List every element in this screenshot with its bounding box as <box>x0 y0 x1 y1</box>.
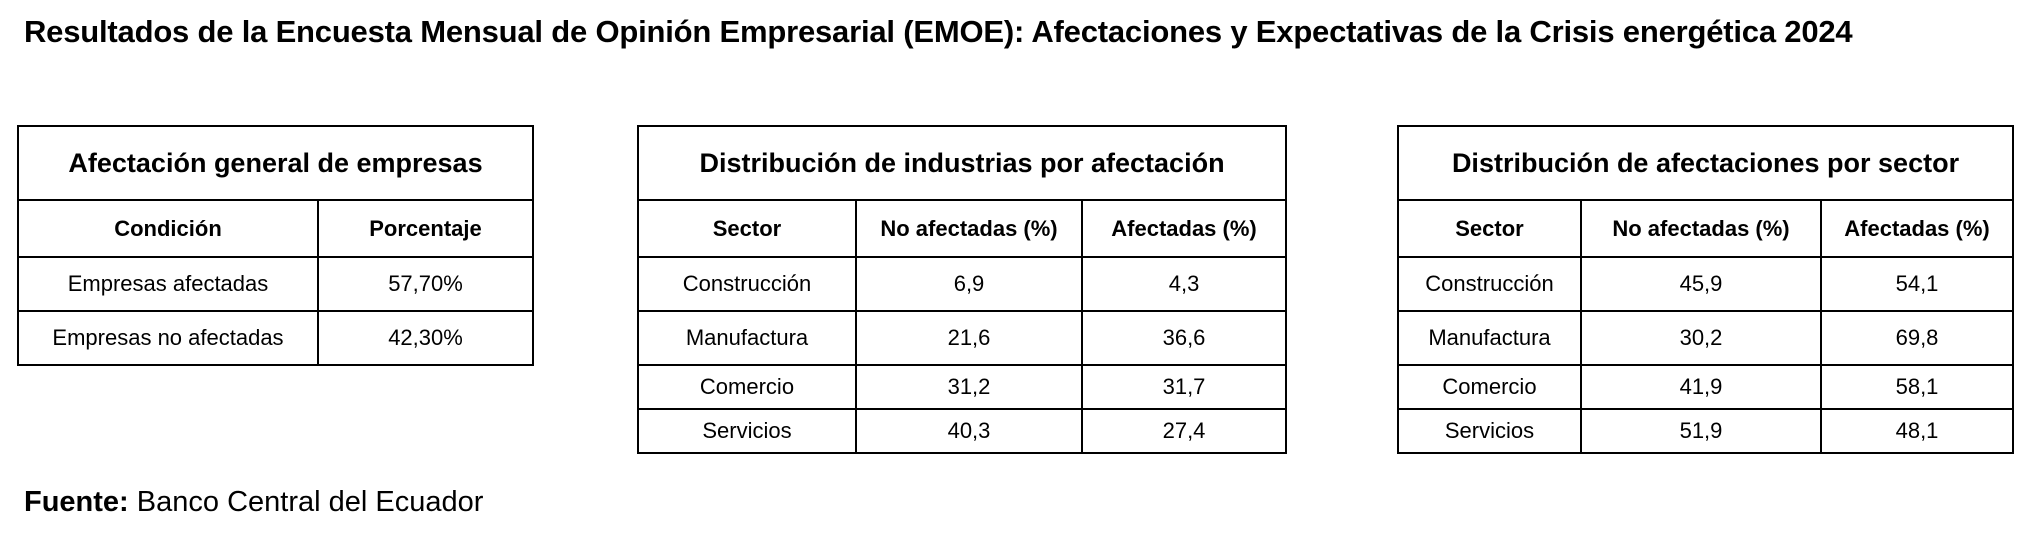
column-header: Sector <box>637 199 857 258</box>
table-cell: Servicios <box>1397 408 1582 454</box>
table-row: Manufactura 30,2 69,8 <box>1397 310 2015 366</box>
column-header: Porcentaje <box>317 199 534 258</box>
table-cell: 57,70% <box>317 256 534 312</box>
source-label: Fuente: <box>24 486 129 518</box>
table-row: Comercio 31,2 31,7 <box>637 364 1288 410</box>
table-cell: 58,1 <box>1819 364 2015 410</box>
column-header: No afectadas (%) <box>855 199 1083 258</box>
table-cell: Comercio <box>637 364 857 410</box>
table-cell: 30,2 <box>1580 310 1822 366</box>
column-header: No afectadas (%) <box>1580 199 1822 258</box>
table-cell: 69,8 <box>1819 310 2015 366</box>
table-cell: Servicios <box>637 408 857 454</box>
table-caption: Afectación general de empresas <box>17 125 534 201</box>
column-header: Sector <box>1397 199 1582 258</box>
table-cell: 41,9 <box>1580 364 1822 410</box>
table-row: Construcción 45,9 54,1 <box>1397 256 2015 312</box>
table-cell: 21,6 <box>855 310 1083 366</box>
table-cell: Empresas no afectadas <box>17 310 319 366</box>
table-cell: 27,4 <box>1080 408 1288 454</box>
column-header: Condición <box>17 199 319 258</box>
table-cell: Comercio <box>1397 364 1582 410</box>
table-cell: 42,30% <box>317 310 534 366</box>
table-cell: 6,9 <box>855 256 1083 312</box>
table-cell: 4,3 <box>1080 256 1288 312</box>
table-row: Servicios 51,9 48,1 <box>1397 408 2015 454</box>
table-row: Manufactura 21,6 36,6 <box>637 310 1288 366</box>
source-text: Banco Central del Ecuador <box>136 486 484 518</box>
table-cell: Construcción <box>637 256 857 312</box>
table-cell: 40,3 <box>855 408 1083 454</box>
table-cell: Manufactura <box>637 310 857 366</box>
table-cell: 31,7 <box>1080 364 1288 410</box>
table-distribucion-industrias: Distribución de industrias por afectació… <box>636 125 1288 454</box>
table-cell: 54,1 <box>1819 256 2015 312</box>
column-header: Afectadas (%) <box>1819 199 2015 258</box>
table-row: Empresas afectadas 57,70% <box>17 256 534 312</box>
table-cell: 31,2 <box>855 364 1083 410</box>
table-row: Empresas no afectadas 42,30% <box>17 310 534 366</box>
table-cell: 36,6 <box>1080 310 1288 366</box>
column-header: Afectadas (%) <box>1080 199 1288 258</box>
table-cell: 48,1 <box>1819 408 2015 454</box>
table-row: Comercio 41,9 58,1 <box>1397 364 2015 410</box>
source-note: Fuente: Banco Central del Ecuador <box>24 486 483 519</box>
table-cell: Manufactura <box>1397 310 1582 366</box>
table-cell: 45,9 <box>1580 256 1822 312</box>
table-cell: Empresas afectadas <box>17 256 319 312</box>
table-afectacion-general: Afectación general de empresas Condición… <box>17 125 534 366</box>
table-row: Construcción 6,9 4,3 <box>637 256 1288 312</box>
table-caption: Distribución de industrias por afectació… <box>636 125 1288 201</box>
table-cell: Construcción <box>1397 256 1582 312</box>
page-title: Resultados de la Encuesta Mensual de Opi… <box>24 14 1853 49</box>
table-cell: 51,9 <box>1580 408 1822 454</box>
table-caption: Distribución de afectaciones por sector <box>1396 125 2015 201</box>
table-distribucion-sector: Distribución de afectaciones por sector … <box>1396 125 2015 454</box>
table-row: Servicios 40,3 27,4 <box>637 408 1288 454</box>
